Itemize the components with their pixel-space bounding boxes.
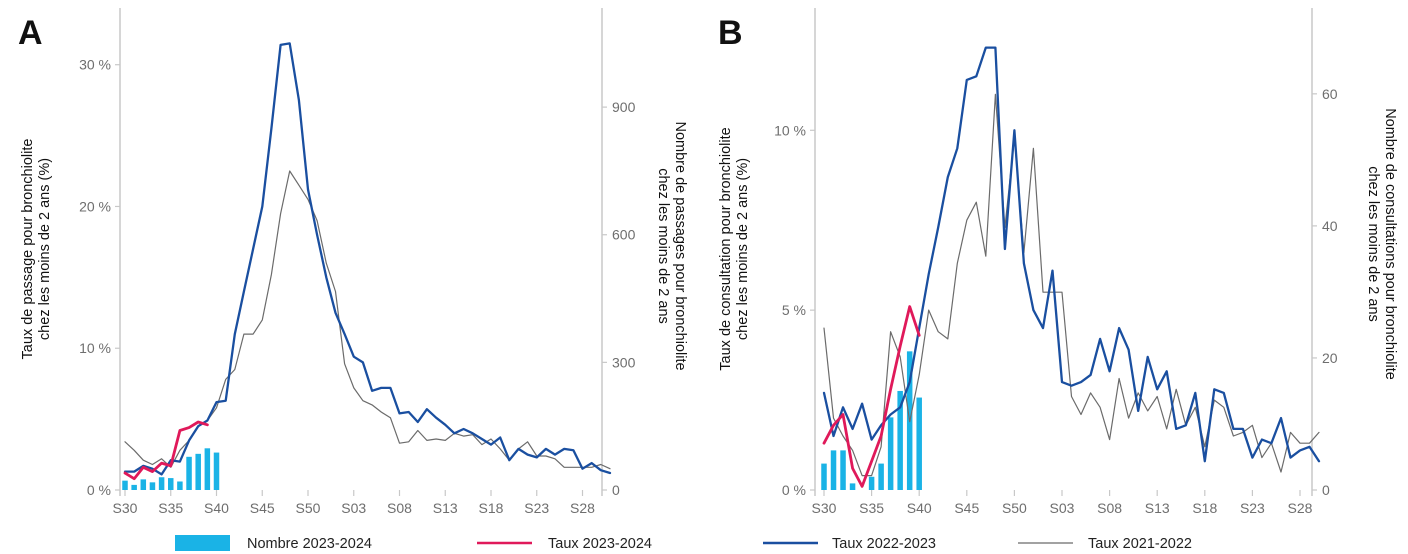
- bar-nombre-2023-2024: [149, 482, 156, 490]
- bar-nombre-2023-2024: [168, 478, 174, 490]
- bar-nombre-2023-2024: [840, 450, 846, 490]
- legend-label: Nombre 2023-2024: [247, 536, 372, 552]
- right-axis-title-line: Nombre de consultations pour bronchiolit…: [1382, 108, 1398, 380]
- bar-nombre-2023-2024: [830, 450, 837, 490]
- right-tick-label: 0: [612, 482, 620, 498]
- bar-nombre-2023-2024: [131, 484, 137, 490]
- x-tick-label: S40: [204, 500, 229, 516]
- bar-nombre-2023-2024: [140, 479, 147, 490]
- panel-b-letter: B: [718, 14, 743, 52]
- bar-nombre-2023-2024: [897, 390, 903, 490]
- right-axis-title-line: Nombre de passages pour bronchiolite: [672, 121, 688, 370]
- series-line-t2324: [123, 420, 209, 481]
- bar-nombre-2023-2024: [887, 417, 894, 490]
- right-tick-label: 40: [1322, 218, 1338, 234]
- left-tick-label: 10 %: [79, 340, 111, 356]
- left-tick-label: 5 %: [782, 302, 806, 318]
- bar-nombre-2023-2024: [213, 452, 220, 490]
- left-tick-label: 20 %: [79, 198, 111, 214]
- series-line-t2223: [123, 42, 612, 476]
- x-tick-label: S50: [1002, 500, 1027, 516]
- left-tick-label: 30 %: [79, 57, 111, 73]
- x-tick-label: S30: [812, 500, 837, 516]
- bar-nombre-2023-2024: [186, 456, 192, 490]
- panel-a: A 0 % 10 % 20 % 30 % 0 300 600 900 S30 S35 S40 S45 S…: [18, 8, 688, 516]
- x-tick-label: S13: [1145, 500, 1170, 516]
- x-tick-label: S03: [1050, 500, 1075, 516]
- bar-nombre-2023-2024: [849, 483, 856, 490]
- x-tick-label: S45: [250, 500, 275, 516]
- right-tick-label: 0: [1322, 482, 1330, 498]
- bar-nombre-2023-2024: [878, 463, 884, 490]
- series-line-t2122: [124, 170, 611, 470]
- legend-label: Taux 2021-2022: [1088, 536, 1192, 552]
- right-tick-label: 60: [1322, 86, 1338, 102]
- x-tick-label: S50: [296, 500, 321, 516]
- x-tick-label: S08: [1097, 500, 1122, 516]
- right-tick-label: 300: [612, 354, 636, 370]
- right-axis-title: Nombre de passages pour bronchiolitechez…: [655, 121, 688, 370]
- left-tick-label: 10 %: [774, 122, 806, 138]
- legend-label: Taux 2023-2024: [548, 536, 652, 552]
- x-tick-label: S40: [907, 500, 932, 516]
- bar-nombre-2023-2024: [916, 397, 922, 490]
- left-axis-title: Taux de passage pour bronchiolitechez le…: [20, 139, 53, 360]
- legend-swatch-bar: [175, 535, 230, 551]
- x-tick-label: S28: [570, 500, 595, 516]
- left-tick-label: 0 %: [87, 482, 111, 498]
- bar-nombre-2023-2024: [177, 481, 183, 490]
- x-tick-label: S28: [1288, 500, 1313, 516]
- x-tick-label: S18: [1192, 500, 1217, 516]
- left-axis-title-line: Taux de consultation pour bronchiolite: [718, 127, 734, 370]
- left-tick-label: 0 %: [782, 482, 806, 498]
- right-axis-title-line: chez les moins de 2 ans: [1365, 166, 1381, 322]
- left-axis-title: Taux de consultation pour bronchiolitech…: [718, 127, 751, 370]
- legend-label: Taux 2022-2023: [832, 536, 936, 552]
- x-tick-label: S35: [859, 500, 884, 516]
- right-tick-label: 900: [612, 99, 636, 115]
- x-tick-label: S30: [113, 500, 138, 516]
- right-axis-title: Nombre de consultations pour bronchiolit…: [1365, 108, 1398, 380]
- left-axis-title-line: Taux de passage pour bronchiolite: [20, 139, 36, 360]
- bar-nombre-2023-2024: [195, 453, 201, 490]
- left-axis-title-line: chez les moins de 2 ans (%): [37, 158, 53, 340]
- series-line-t2223: [822, 46, 1321, 463]
- x-tick-label: S08: [387, 500, 412, 516]
- legend: Nombre 2023-2024 Taux 2023-2024 Taux 2022-…: [175, 535, 1192, 552]
- series-line-t2324: [822, 305, 921, 488]
- right-tick-label: 600: [612, 227, 636, 243]
- x-tick-label: S45: [954, 500, 979, 516]
- right-tick-label: 20: [1322, 350, 1338, 366]
- left-axis-title-line: chez les moins de 2 ans (%): [735, 158, 751, 340]
- bar-nombre-2023-2024: [821, 463, 827, 490]
- bar-nombre-2023-2024: [158, 477, 165, 490]
- x-tick-label: S35: [158, 500, 183, 516]
- panel-b: B 0 % 5 % 10 % 0 20 40 60 S30 S35 S40 S45 S50 S03 S08…: [718, 8, 1398, 516]
- series-line-t2122: [823, 93, 1320, 477]
- bar-nombre-2023-2024: [204, 448, 211, 490]
- x-tick-label: S03: [341, 500, 366, 516]
- x-tick-label: S23: [524, 500, 549, 516]
- panel-a-letter: A: [18, 14, 43, 52]
- bar-nombre-2023-2024: [868, 476, 875, 490]
- x-tick-label: S13: [433, 500, 458, 516]
- bar-nombre-2023-2024: [122, 480, 128, 490]
- x-tick-label: S23: [1240, 500, 1265, 516]
- x-tick-label: S18: [479, 500, 504, 516]
- right-axis-title-line: chez les moins de 2 ans: [655, 168, 671, 324]
